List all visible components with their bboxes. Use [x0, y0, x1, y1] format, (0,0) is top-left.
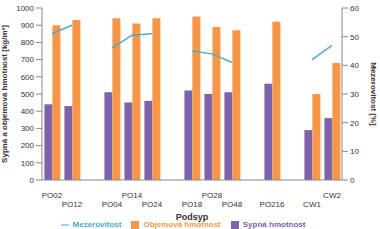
svg-text:PO04: PO04	[102, 200, 123, 209]
svg-text:PO216: PO216	[260, 200, 285, 209]
html-text:Mezerovitost: Mezerovitost	[72, 220, 122, 229]
svg-text:800: 800	[21, 38, 35, 47]
html-text:Objemová hmotnost: Objemová hmotnost	[143, 220, 221, 229]
svg-text:PO24: PO24	[142, 200, 163, 209]
svg-text:100: 100	[21, 159, 35, 168]
svg-text:CW1: CW1	[303, 200, 321, 209]
svg-text:60: 60	[350, 4, 359, 13]
svg-text:700: 700	[21, 55, 35, 64]
svg-text:PO28: PO28	[202, 191, 223, 200]
svg-text:PO48: PO48	[222, 200, 243, 209]
svg-text:600: 600	[21, 73, 35, 82]
svg-text:900: 900	[21, 21, 35, 30]
svg-text:0: 0	[350, 176, 355, 185]
svg-text:500: 500	[21, 90, 35, 99]
svg-text:0: 0	[30, 176, 35, 185]
svg-text:50: 50	[350, 33, 359, 42]
svg-text:30: 30	[350, 90, 359, 99]
svg-text:300: 300	[21, 124, 35, 133]
svg-text:PO02: PO02	[42, 191, 63, 200]
html-text:Sypná hmotnost: Sypná hmotnost	[242, 220, 306, 229]
svg-text:400: 400	[21, 107, 35, 116]
svg-text:1000: 1000	[16, 4, 34, 13]
svg-text:Sypná a objemová hmotnost [kg/: Sypná a objemová hmotnost [kg/m³]	[8, 25, 9, 163]
svg-text:Mezerovitost [%]: Mezerovitost [%]	[369, 62, 372, 126]
svg-text:Podsyp: Podsyp	[176, 212, 209, 222]
svg-text:20: 20	[350, 119, 359, 128]
svg-text:PO18: PO18	[182, 200, 203, 209]
svg-text:10: 10	[350, 147, 359, 156]
svg-text:200: 200	[21, 141, 35, 150]
svg-text:PO12: PO12	[62, 200, 83, 209]
svg-text:CW2: CW2	[323, 191, 341, 200]
svg-text:PO14: PO14	[122, 191, 143, 200]
svg-text:40: 40	[350, 61, 359, 70]
